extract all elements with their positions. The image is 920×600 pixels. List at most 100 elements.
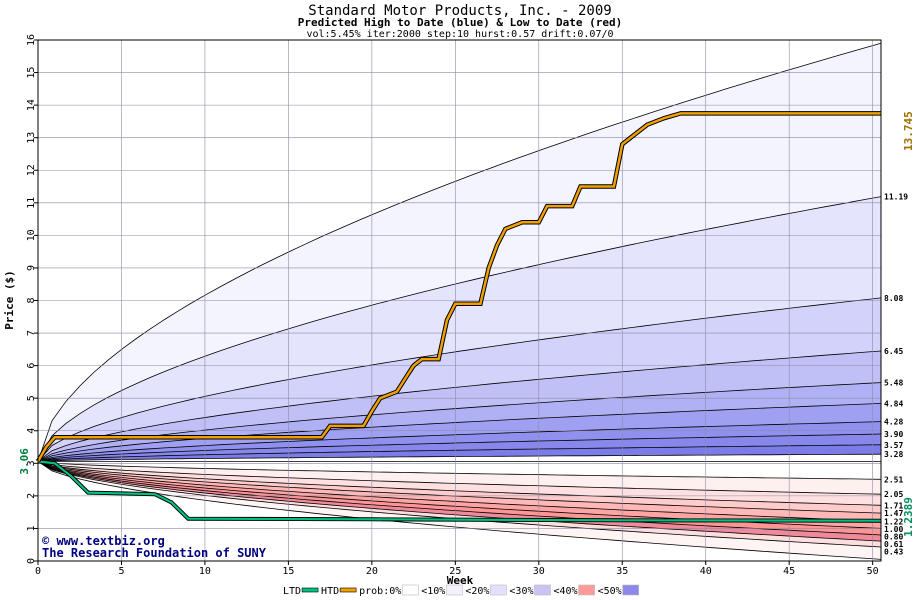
- high-band-label-6: 4.28: [884, 418, 903, 427]
- legend-swatch-4: [446, 584, 463, 596]
- low-band-label-3: 1.71: [884, 501, 903, 510]
- x-tick-label-15: 15: [282, 566, 294, 577]
- high-band-boundary-8: [37, 433, 882, 462]
- legend-swatch-1: [301, 587, 319, 593]
- low-band-3: [38, 461, 881, 514]
- low-band-label-7: 0.80: [884, 532, 903, 541]
- low-band-label-6: 1.00: [884, 525, 903, 534]
- high-band-boundary-7: [37, 421, 882, 462]
- y-tick-label-12: 12: [26, 164, 37, 176]
- low-band-boundary-5: [37, 461, 882, 522]
- low-band-6: [38, 461, 881, 535]
- low-band-boundary-2: [37, 461, 882, 495]
- high-band-1: [38, 43, 881, 462]
- x-tick-label-40: 40: [700, 566, 712, 577]
- high-band-label-1: 11.19: [884, 193, 908, 202]
- legend-label-2: HTD: [321, 586, 339, 597]
- htd-final-label: 13.745: [902, 111, 915, 151]
- low-band-4: [38, 461, 881, 522]
- ltd-final-label: 1.2389: [902, 497, 915, 537]
- x-tick-label-30: 30: [533, 566, 545, 577]
- chart-params: vol:5.45% iter:2000 step:10 hurst:0.57 d…: [306, 29, 613, 40]
- x-tick-label-20: 20: [366, 566, 378, 577]
- high-band-boundary-10: [37, 453, 882, 462]
- high-band-label-9: 3.28: [884, 450, 903, 459]
- y-axis-label: Price ($): [3, 270, 16, 330]
- x-tick-label-25: 25: [449, 566, 461, 577]
- legend-label-1: LTD: [283, 586, 301, 597]
- low-band-boundary-7: [37, 461, 882, 536]
- legend-swatch-7: [578, 584, 595, 596]
- low-band-label-2: 2.05: [884, 490, 903, 499]
- x-tick-label-0: 0: [35, 566, 41, 577]
- y-tick-label-7: 7: [26, 330, 37, 336]
- y-tick-label-6: 6: [26, 363, 37, 369]
- high-band-label-5: 4.84: [884, 399, 903, 408]
- high-band-boundary-4: [37, 350, 882, 462]
- low-band-boundary-1: [37, 461, 882, 480]
- low-band-boundary-4: [37, 461, 882, 514]
- high-band-3: [38, 297, 881, 462]
- low-band-label-9: 0.43: [884, 547, 903, 556]
- series-lines: [36, 111, 882, 523]
- y-tick-label-14: 14: [26, 99, 37, 111]
- x-tick-label-50: 50: [867, 566, 879, 577]
- low-band-label-1: 2.51: [884, 475, 903, 484]
- y-tick-label-1: 1: [26, 525, 37, 531]
- y-tick-label-11: 11: [26, 197, 37, 209]
- legend-swatch-8: [622, 584, 639, 596]
- watermark-line1: © www.textbiz.org: [42, 534, 165, 548]
- watermark-line2: The Research Foundation of SUNY: [42, 546, 267, 560]
- x-tick-label-10: 10: [199, 566, 211, 577]
- low-band-boundary-10: [37, 461, 882, 560]
- low-band-9: [38, 461, 881, 560]
- high-band-4: [38, 351, 881, 462]
- high-band-2: [38, 196, 881, 462]
- y-tick-label-10: 10: [26, 229, 37, 241]
- high-band-boundary-5: [37, 382, 882, 462]
- low-band-boundary-3: [37, 461, 882, 506]
- legend-label-8: <50%: [598, 586, 622, 597]
- high-band-boundary-3: [37, 297, 882, 462]
- x-axis-label: Week: [447, 574, 474, 587]
- legend-label-5: <20%: [465, 586, 489, 597]
- htd-line: [36, 112, 881, 463]
- chart-title: Standard Motor Products, Inc. - 2009: [308, 3, 611, 19]
- x-tick-label-45: 45: [783, 566, 795, 577]
- legend: LTD HTD prob:0% <10% <20% <30% <40% <50%: [283, 584, 639, 597]
- y-tick-label-16: 16: [26, 34, 37, 46]
- y-tick-label-8: 8: [26, 297, 37, 303]
- high-band-label-3: 6.45: [884, 347, 903, 356]
- high-band-boundary-2: [37, 196, 882, 462]
- low-band-7: [38, 461, 881, 542]
- high-band-boundary-6: [37, 403, 882, 462]
- low-band-8: [38, 461, 881, 547]
- high-band-boundary-9: [37, 444, 882, 462]
- high-band-boundary-1: [37, 42, 882, 462]
- high-band-label-2: 8.08: [884, 294, 903, 303]
- y-tick-label-13: 13: [26, 132, 37, 144]
- y-tick-label-9: 9: [26, 265, 37, 271]
- legend-swatch-2: [339, 587, 357, 593]
- high-band-label-4: 5.48: [884, 379, 903, 388]
- legend-swatch-6: [534, 584, 551, 596]
- y-tick-label-5: 5: [26, 395, 37, 401]
- high-band-9: [38, 444, 881, 462]
- low-band-label-8: 0.61: [884, 540, 903, 549]
- legend-swatch-3: [401, 584, 419, 596]
- high-band-6: [38, 403, 881, 462]
- x-tick-label-35: 35: [616, 566, 628, 577]
- low-band-label-4: 1.47: [884, 509, 903, 518]
- ltd-line: [37, 460, 882, 522]
- y-tick-label-0: 0: [26, 558, 37, 564]
- legend-label-4: <10%: [421, 586, 445, 597]
- y-tick-label-15: 15: [26, 67, 37, 79]
- high-band-7: [38, 421, 881, 462]
- legend-label-6: <30%: [509, 586, 533, 597]
- low-band-boundary-8: [37, 461, 882, 542]
- band-labels: 11.19 8.08 6.45 5.48 4.84 4.28 3.90 3.573.28 2.5…: [18, 111, 915, 556]
- legend-swatch-5: [490, 584, 507, 596]
- chart-subtitle: Predicted High to Date (blue) & Low to D…: [298, 16, 623, 29]
- legend-label-3: prob:0%: [359, 586, 401, 597]
